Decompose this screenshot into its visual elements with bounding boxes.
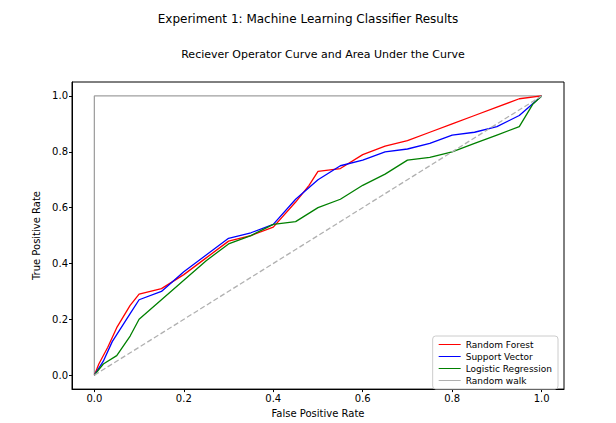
svg-text:False Positive Rate: False Positive Rate: [272, 408, 365, 419]
svg-text:0.6: 0.6: [355, 393, 371, 404]
svg-text:0.0: 0.0: [86, 393, 102, 404]
svg-text:0.4: 0.4: [52, 258, 68, 269]
svg-text:Support Vector: Support Vector: [466, 352, 533, 362]
svg-text:0.0: 0.0: [52, 370, 68, 381]
svg-text:True Positive Rate: True Positive Rate: [31, 191, 42, 281]
svg-text:0.2: 0.2: [176, 393, 192, 404]
svg-text:Reciever Operator Curve and Ar: Reciever Operator Curve and Area Under t…: [181, 48, 465, 61]
svg-text:1.0: 1.0: [52, 90, 68, 101]
svg-text:Experiment 1: Machine Learning: Experiment 1: Machine Learning Classifie…: [158, 12, 459, 26]
svg-text:Logistic Regression: Logistic Regression: [466, 364, 552, 374]
svg-text:0.2: 0.2: [52, 314, 68, 325]
svg-text:0.4: 0.4: [265, 393, 281, 404]
svg-text:1.0: 1.0: [534, 393, 550, 404]
svg-text:0.8: 0.8: [52, 146, 68, 157]
svg-text:Random walk: Random walk: [466, 376, 527, 386]
svg-text:0.6: 0.6: [52, 202, 68, 213]
svg-text:0.8: 0.8: [444, 393, 460, 404]
svg-text:Random Forest: Random Forest: [466, 340, 534, 350]
